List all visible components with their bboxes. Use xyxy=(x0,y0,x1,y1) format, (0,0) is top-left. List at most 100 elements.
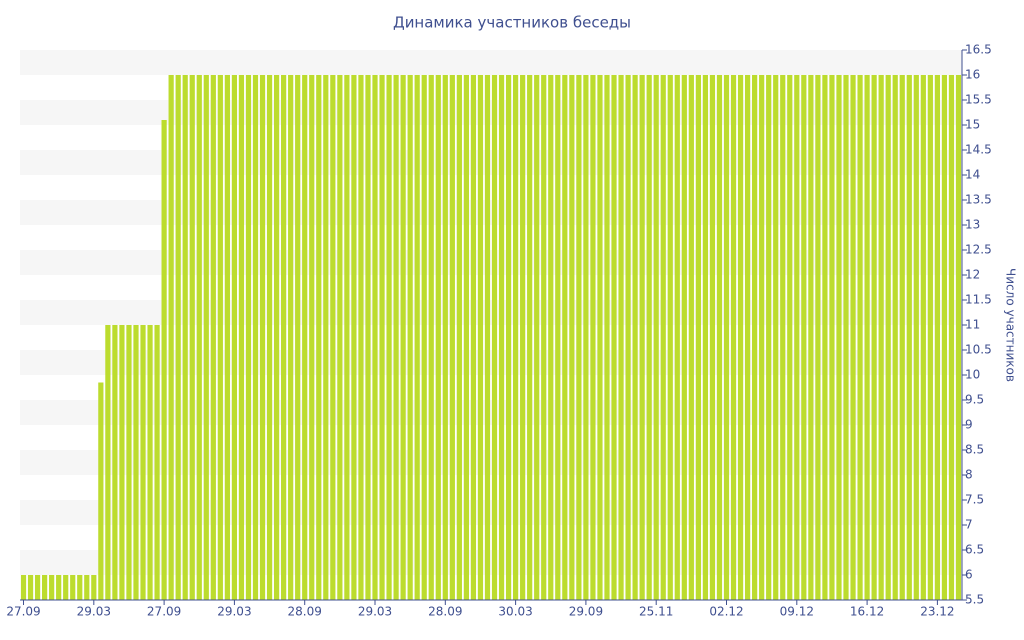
y-tick-label: 7.5 xyxy=(965,493,984,507)
bar xyxy=(941,75,948,600)
y-tick-label: 11 xyxy=(965,318,980,332)
bar xyxy=(948,75,955,600)
bar xyxy=(773,75,779,600)
bar xyxy=(56,575,62,600)
x-tick-label: 25.11 xyxy=(639,605,673,619)
bar xyxy=(105,325,111,600)
chart-title: Динамика участников беседы xyxy=(393,14,631,32)
bar xyxy=(752,75,758,600)
x-tick-label: 09.12 xyxy=(780,605,814,619)
bar xyxy=(702,75,709,600)
y-tick-label: 9.5 xyxy=(965,393,984,407)
bar xyxy=(393,75,399,600)
y-tick-label: 7 xyxy=(965,518,973,532)
bar xyxy=(611,75,617,600)
bar xyxy=(252,75,259,600)
y-tick-label: 6.5 xyxy=(965,543,984,557)
bar xyxy=(766,75,772,600)
y-tick-label: 5.5 xyxy=(965,593,984,607)
bar xyxy=(871,75,877,600)
bar xyxy=(316,75,322,600)
bar xyxy=(372,75,378,600)
grid-band xyxy=(20,250,962,275)
grid-band xyxy=(20,200,962,225)
bar xyxy=(126,325,132,600)
y-tick-label: 13 xyxy=(965,218,980,232)
bar xyxy=(414,75,420,600)
bar xyxy=(646,75,652,600)
y-tick-label: 14 xyxy=(965,168,980,182)
bar xyxy=(899,75,905,600)
bar xyxy=(864,75,870,600)
bar xyxy=(273,75,280,600)
bar xyxy=(302,75,308,600)
bar xyxy=(70,575,76,600)
x-tick-label: 29.03 xyxy=(77,605,111,619)
bar xyxy=(604,75,610,600)
bar xyxy=(513,75,519,600)
grid-band xyxy=(20,500,962,525)
bar xyxy=(597,75,603,600)
bar xyxy=(266,75,273,600)
y-tick-label: 9 xyxy=(965,418,973,432)
bar xyxy=(829,75,835,600)
bar xyxy=(583,75,589,600)
bar xyxy=(744,75,751,600)
x-tick-label: 23.12 xyxy=(920,605,954,619)
y-tick-label: 12 xyxy=(965,268,980,282)
grid-band xyxy=(20,450,962,475)
bar xyxy=(709,75,716,600)
y-tick-label: 14.5 xyxy=(965,143,992,157)
bar xyxy=(224,75,230,600)
bar xyxy=(323,75,329,600)
bar xyxy=(667,75,673,600)
bar xyxy=(759,75,765,600)
y-tick-label: 8 xyxy=(965,468,973,482)
bar xyxy=(913,75,919,600)
x-tick-label: 29.09 xyxy=(569,605,603,619)
bar xyxy=(238,75,245,600)
grid-band xyxy=(20,100,962,125)
bar xyxy=(836,75,842,600)
y-axis-title: Число участников xyxy=(1004,268,1018,382)
bar xyxy=(27,575,34,600)
y-tick-label: 10.5 xyxy=(965,343,992,357)
bar xyxy=(154,325,160,600)
bar xyxy=(688,75,694,600)
bar xyxy=(639,75,645,600)
bar xyxy=(34,575,41,600)
grid-band xyxy=(20,350,962,375)
bar xyxy=(91,575,97,600)
bar xyxy=(505,75,512,600)
bar xyxy=(730,75,737,600)
x-tick-label: 29.03 xyxy=(217,605,251,619)
bar xyxy=(555,75,561,600)
bar xyxy=(231,75,238,600)
bar xyxy=(780,75,786,600)
bar xyxy=(259,75,266,600)
bar xyxy=(477,75,484,600)
grid-band xyxy=(20,300,962,325)
bar xyxy=(189,75,195,600)
bar xyxy=(295,75,301,600)
bar xyxy=(885,75,891,600)
bar xyxy=(435,75,441,600)
bar xyxy=(674,75,680,600)
bar xyxy=(449,75,455,600)
bar xyxy=(498,75,505,600)
bar xyxy=(716,75,723,600)
bar xyxy=(140,325,146,600)
bar xyxy=(850,75,856,600)
bar xyxy=(484,75,491,600)
x-tick-label: 16.12 xyxy=(850,605,884,619)
bar xyxy=(182,75,188,600)
grid-band xyxy=(20,150,962,175)
bar xyxy=(491,75,498,600)
bar xyxy=(379,75,385,600)
bar xyxy=(463,75,469,600)
bar xyxy=(737,75,744,600)
bar xyxy=(168,75,174,600)
bar xyxy=(857,75,863,600)
bar xyxy=(147,325,153,600)
bar xyxy=(681,75,687,600)
